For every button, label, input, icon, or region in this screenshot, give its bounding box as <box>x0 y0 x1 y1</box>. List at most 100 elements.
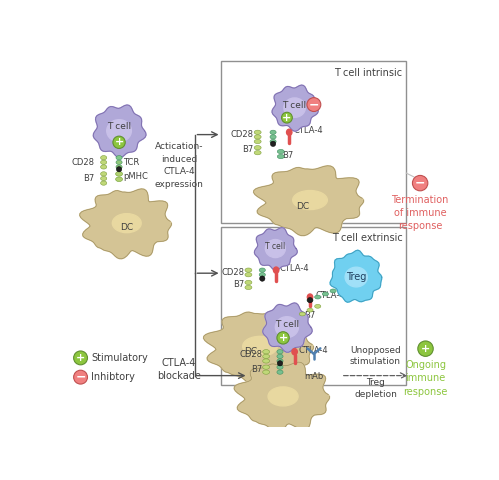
Text: Unopposed
stimulation: Unopposed stimulation <box>350 346 401 366</box>
Ellipse shape <box>286 129 292 135</box>
Ellipse shape <box>262 359 269 363</box>
Polygon shape <box>253 166 364 236</box>
Text: B7: B7 <box>83 174 94 183</box>
Text: pMHC: pMHC <box>123 172 148 181</box>
Ellipse shape <box>101 156 107 160</box>
Text: CTLA-4: CTLA-4 <box>280 264 309 273</box>
Circle shape <box>277 360 283 366</box>
Ellipse shape <box>270 139 276 144</box>
Ellipse shape <box>262 349 269 354</box>
Polygon shape <box>254 228 297 270</box>
Text: DC: DC <box>296 202 309 211</box>
Text: B7: B7 <box>304 311 316 320</box>
Ellipse shape <box>245 280 252 285</box>
Text: +: + <box>282 113 291 123</box>
Text: CTLA-4: CTLA-4 <box>293 126 323 135</box>
Text: Termination
of immune
response: Termination of immune response <box>391 195 449 231</box>
Text: TCR: TCR <box>123 158 139 167</box>
Text: DC: DC <box>120 223 133 231</box>
Text: B7: B7 <box>234 280 245 289</box>
Ellipse shape <box>254 135 261 139</box>
Text: T cell extrinsic: T cell extrinsic <box>332 233 402 243</box>
Text: CTLA-4
blockade: CTLA-4 blockade <box>157 358 201 381</box>
Text: CD28: CD28 <box>231 130 254 139</box>
Ellipse shape <box>101 172 107 176</box>
Ellipse shape <box>245 273 252 277</box>
Ellipse shape <box>277 149 284 154</box>
Polygon shape <box>330 250 382 302</box>
Circle shape <box>259 276 265 281</box>
Ellipse shape <box>262 365 269 369</box>
Text: Treg
depletion: Treg depletion <box>354 378 397 399</box>
Polygon shape <box>263 303 312 352</box>
Text: +: + <box>421 344 430 354</box>
Ellipse shape <box>275 317 298 337</box>
Polygon shape <box>204 310 313 384</box>
Circle shape <box>281 112 292 123</box>
Ellipse shape <box>101 160 107 165</box>
Bar <box>222 227 406 385</box>
Text: Treg: Treg <box>346 272 366 282</box>
Ellipse shape <box>277 370 283 374</box>
Ellipse shape <box>284 98 305 117</box>
Ellipse shape <box>322 292 328 296</box>
Ellipse shape <box>270 130 276 134</box>
Ellipse shape <box>107 120 131 142</box>
Ellipse shape <box>116 160 122 165</box>
Ellipse shape <box>262 354 269 359</box>
Ellipse shape <box>307 298 313 302</box>
Ellipse shape <box>277 354 283 359</box>
Ellipse shape <box>315 295 321 299</box>
Circle shape <box>307 97 321 111</box>
Ellipse shape <box>254 139 261 144</box>
Ellipse shape <box>293 191 327 210</box>
Ellipse shape <box>243 336 277 356</box>
Ellipse shape <box>116 177 123 181</box>
Text: mAb: mAb <box>304 372 323 381</box>
Text: DC: DC <box>244 347 257 356</box>
Ellipse shape <box>259 273 265 277</box>
Ellipse shape <box>292 348 297 355</box>
Circle shape <box>307 298 313 303</box>
Text: Inhibtory: Inhibtory <box>91 372 135 382</box>
Text: T cell: T cell <box>275 320 299 328</box>
Ellipse shape <box>116 156 122 160</box>
Ellipse shape <box>254 130 261 134</box>
Circle shape <box>113 136 125 148</box>
Ellipse shape <box>245 285 252 289</box>
Ellipse shape <box>277 349 283 354</box>
Text: Actication-
induced
CTLA-4
expression: Actication- induced CTLA-4 expression <box>155 142 204 189</box>
Ellipse shape <box>315 304 321 308</box>
Circle shape <box>116 167 122 172</box>
Text: Ongoing
immune
response: Ongoing immune response <box>403 360 448 396</box>
Text: −: − <box>308 98 319 111</box>
Circle shape <box>277 332 289 344</box>
Polygon shape <box>80 189 171 259</box>
Circle shape <box>74 351 87 365</box>
Text: B7: B7 <box>282 151 293 160</box>
Text: T cell: T cell <box>282 101 307 110</box>
Ellipse shape <box>265 240 285 258</box>
Text: +: + <box>76 353 85 363</box>
Ellipse shape <box>268 387 298 406</box>
Ellipse shape <box>245 268 252 272</box>
Ellipse shape <box>116 171 123 176</box>
Text: −: − <box>415 177 425 190</box>
Ellipse shape <box>307 294 313 300</box>
Ellipse shape <box>330 289 336 293</box>
Bar <box>222 61 406 223</box>
Ellipse shape <box>273 267 279 273</box>
Text: B7: B7 <box>251 365 262 374</box>
Ellipse shape <box>262 370 269 374</box>
Ellipse shape <box>259 268 265 272</box>
Text: T cell intrinsic: T cell intrinsic <box>334 68 402 78</box>
Ellipse shape <box>254 145 261 150</box>
Ellipse shape <box>101 165 107 169</box>
Circle shape <box>418 341 433 356</box>
Text: CTLA-4: CTLA-4 <box>298 346 328 355</box>
Polygon shape <box>272 85 318 131</box>
Ellipse shape <box>101 176 107 180</box>
Text: CD28: CD28 <box>71 158 94 167</box>
Text: −: − <box>75 371 86 384</box>
Ellipse shape <box>101 181 107 185</box>
